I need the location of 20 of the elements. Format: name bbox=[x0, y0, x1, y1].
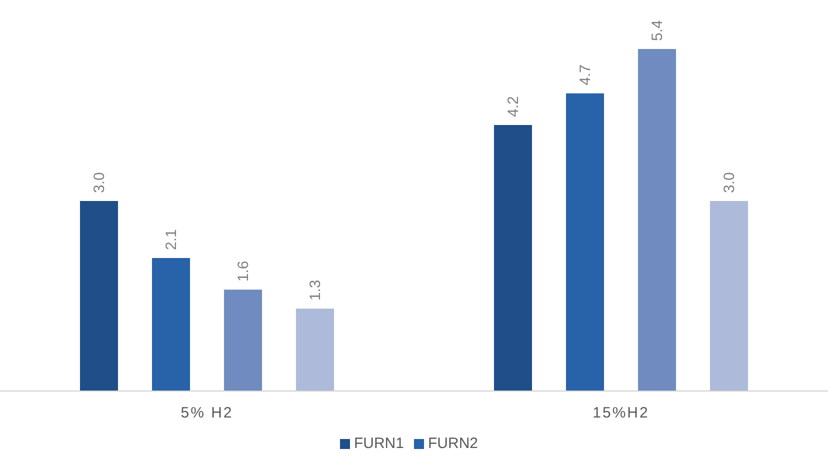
data-label: 3.0 bbox=[721, 172, 738, 193]
bar bbox=[152, 258, 190, 391]
data-label: 4.7 bbox=[577, 64, 594, 86]
legend-label: FURN1 bbox=[354, 435, 404, 452]
x-tick-label: 5% H2 bbox=[180, 404, 234, 422]
data-label: 2.1 bbox=[163, 229, 180, 250]
x-tick-label: 15%H2 bbox=[592, 404, 650, 422]
data-label: 1.3 bbox=[307, 280, 324, 301]
bar bbox=[224, 290, 262, 391]
legend-label: FURN2 bbox=[428, 435, 478, 452]
data-label: 4.2 bbox=[505, 96, 522, 117]
data-label: 5.4 bbox=[649, 20, 666, 41]
data-label: 1.6 bbox=[235, 260, 252, 282]
bar bbox=[638, 49, 676, 391]
bar bbox=[710, 201, 748, 391]
bar bbox=[80, 201, 118, 391]
bar bbox=[494, 125, 532, 391]
bar bbox=[566, 93, 604, 391]
bar bbox=[296, 308, 334, 391]
data-label: 3.0 bbox=[91, 172, 108, 193]
